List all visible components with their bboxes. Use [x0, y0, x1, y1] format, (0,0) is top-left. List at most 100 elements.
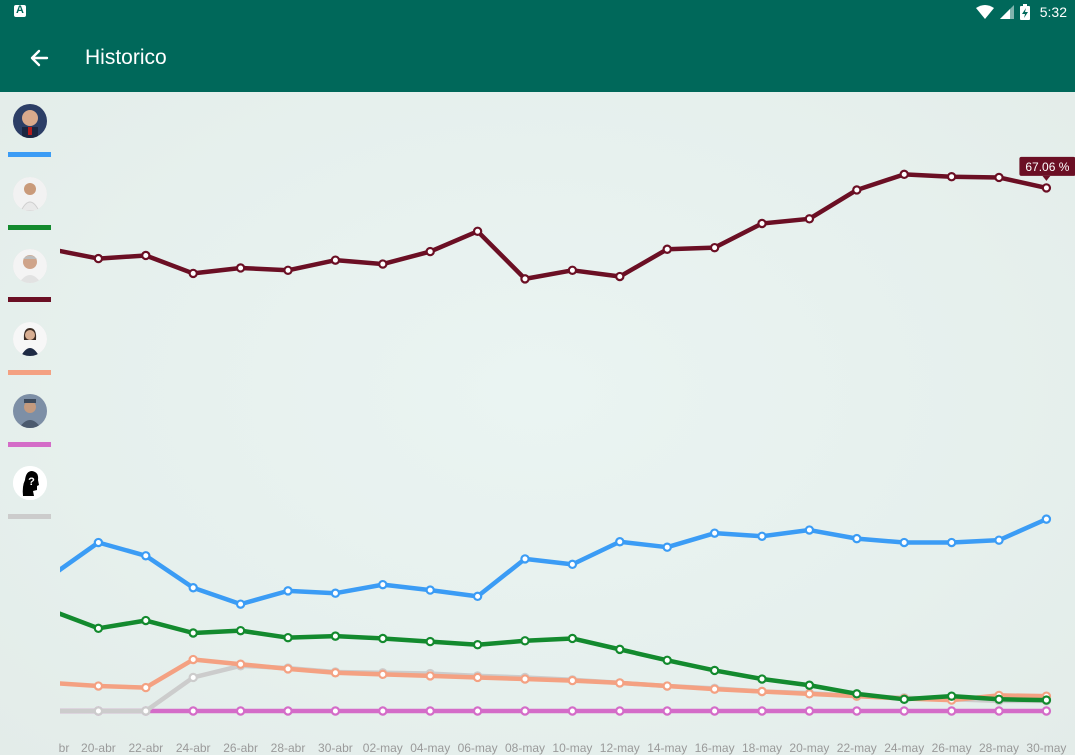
- data-point[interactable]: [47, 707, 54, 714]
- data-point[interactable]: [330, 668, 341, 678]
- data-point[interactable]: [93, 253, 104, 264]
- data-point[interactable]: [330, 255, 341, 265]
- data-point[interactable]: [804, 680, 815, 690]
- data-point[interactable]: [188, 583, 198, 593]
- data-point[interactable]: [93, 623, 104, 634]
- data-point[interactable]: [804, 214, 815, 224]
- data-point[interactable]: [994, 172, 1004, 183]
- legend-item-candidate-3[interactable]: [8, 249, 52, 309]
- data-point[interactable]: [425, 636, 435, 647]
- data-point[interactable]: [709, 665, 720, 676]
- data-point[interactable]: [472, 640, 483, 650]
- data-point[interactable]: [141, 250, 151, 261]
- legend-item-candidate-1[interactable]: [8, 104, 52, 164]
- data-point[interactable]: [567, 706, 578, 716]
- back-button[interactable]: [20, 38, 60, 78]
- data-point[interactable]: [520, 706, 530, 716]
- data-point[interactable]: [1041, 695, 1052, 705]
- data-point[interactable]: [378, 259, 388, 269]
- data-point[interactable]: [47, 679, 54, 686]
- data-point[interactable]: [994, 694, 1004, 705]
- data-point[interactable]: [47, 707, 54, 714]
- data-point[interactable]: [757, 686, 767, 697]
- data-point[interactable]: [662, 706, 672, 716]
- data-point[interactable]: [899, 169, 909, 180]
- data-point[interactable]: [1041, 514, 1052, 524]
- data-point[interactable]: [615, 678, 625, 688]
- data-point[interactable]: [615, 537, 625, 547]
- data-point[interactable]: [852, 706, 862, 716]
- data-point[interactable]: [567, 265, 578, 275]
- data-point[interactable]: [946, 691, 957, 701]
- data-point[interactable]: [188, 706, 198, 716]
- data-point[interactable]: [188, 654, 198, 665]
- data-point[interactable]: [235, 625, 246, 636]
- legend-item-candidate-5[interactable]: [8, 394, 52, 454]
- data-point[interactable]: [283, 664, 293, 674]
- data-point[interactable]: [1041, 706, 1052, 716]
- data-point[interactable]: [757, 706, 767, 716]
- data-point[interactable]: [709, 684, 720, 694]
- data-point[interactable]: [283, 632, 293, 643]
- data-point[interactable]: [662, 655, 672, 666]
- data-point[interactable]: [283, 586, 293, 596]
- data-point[interactable]: [946, 537, 957, 548]
- data-point[interactable]: [709, 706, 720, 716]
- data-point[interactable]: [378, 669, 388, 680]
- data-point[interactable]: [283, 265, 293, 275]
- data-point[interactable]: [141, 706, 151, 716]
- data-point[interactable]: [472, 672, 483, 683]
- data-point[interactable]: [235, 263, 246, 273]
- data-point[interactable]: [899, 706, 909, 716]
- data-point[interactable]: [330, 588, 341, 598]
- data-point[interactable]: [425, 671, 435, 681]
- data-point[interactable]: [899, 537, 909, 548]
- data-point[interactable]: [188, 672, 198, 683]
- data-point[interactable]: [472, 706, 483, 716]
- data-point[interactable]: [852, 689, 862, 699]
- data-point[interactable]: [283, 706, 293, 716]
- data-point[interactable]: [615, 644, 625, 655]
- data-point[interactable]: [709, 242, 720, 253]
- data-point[interactable]: [804, 706, 815, 716]
- data-point[interactable]: [235, 659, 246, 669]
- data-point[interactable]: [567, 675, 578, 686]
- data-point[interactable]: [425, 706, 435, 716]
- data-point[interactable]: [141, 551, 151, 561]
- data-point[interactable]: [47, 572, 54, 579]
- data-point[interactable]: [567, 633, 578, 644]
- data-point[interactable]: [188, 628, 198, 638]
- data-point[interactable]: [994, 535, 1004, 545]
- data-point[interactable]: [804, 689, 815, 699]
- data-point[interactable]: [615, 271, 625, 282]
- data-point[interactable]: [141, 615, 151, 626]
- data-point[interactable]: [425, 246, 435, 257]
- data-point[interactable]: [946, 171, 957, 182]
- data-point[interactable]: [235, 706, 246, 716]
- data-point[interactable]: [93, 537, 104, 548]
- data-point[interactable]: [330, 706, 341, 716]
- data-point[interactable]: [472, 591, 483, 602]
- data-point[interactable]: [709, 528, 720, 538]
- data-point[interactable]: [378, 579, 388, 590]
- data-point[interactable]: [994, 706, 1004, 716]
- data-point[interactable]: [615, 706, 625, 716]
- data-point[interactable]: [141, 682, 151, 693]
- legend-item-candidate-2[interactable]: [8, 177, 52, 237]
- data-point[interactable]: [757, 531, 767, 541]
- data-point[interactable]: [93, 681, 104, 691]
- data-point[interactable]: [946, 706, 957, 716]
- data-point[interactable]: [472, 226, 483, 236]
- data-point[interactable]: [804, 525, 815, 535]
- data-point[interactable]: [852, 533, 862, 544]
- data-point[interactable]: [757, 218, 767, 229]
- data-point[interactable]: [662, 244, 672, 254]
- data-point[interactable]: [662, 681, 672, 691]
- data-point[interactable]: [425, 585, 435, 595]
- data-point[interactable]: [520, 554, 530, 564]
- data-point[interactable]: [757, 674, 767, 684]
- data-point[interactable]: [520, 274, 530, 284]
- legend-item-candidate-4[interactable]: [8, 322, 52, 382]
- data-point[interactable]: [47, 607, 54, 614]
- data-point[interactable]: [235, 599, 246, 609]
